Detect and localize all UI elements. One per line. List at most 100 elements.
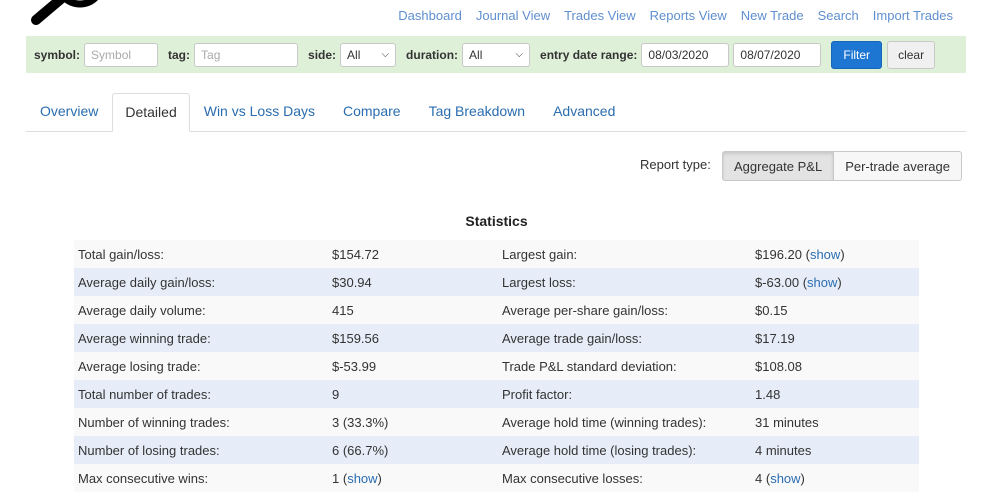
stat-value-text: $-53.99 (332, 358, 377, 374)
side-select[interactable]: All ⌵ (340, 42, 397, 67)
stat-value-text: 31 minutes (755, 414, 819, 430)
stat-label: Profit factor: (498, 380, 751, 408)
stat-value: 4 (show) (755, 470, 805, 486)
date-to-input[interactable]: 08/07/2020 (733, 42, 822, 67)
stats-row: Average daily gain/loss: $30.94 Largest lo… (74, 268, 919, 296)
stat-label: Average daily gain/loss: (74, 268, 328, 296)
stat-label-text: Number of losing trades: (78, 442, 220, 458)
symbol-input[interactable]: Symbol (84, 42, 159, 67)
tab-overview[interactable]: Overview (40, 103, 99, 119)
side-select-value: All (347, 47, 361, 62)
stat-value-text: $159.56 (332, 330, 379, 346)
stat-value: $17.19 (751, 324, 919, 352)
stat-value-text: $196.20 (755, 246, 802, 262)
stat-value: $154.72 (328, 240, 498, 268)
stat-value: 1 (show) (332, 470, 382, 486)
stat-label: Average per-share gain/loss: (498, 296, 751, 324)
report-type-label: Report type: (640, 157, 711, 172)
clear-button[interactable]: clear (887, 40, 936, 69)
filter-bar: symbol: Symbol tag: Tag side: All ⌵ dura… (26, 36, 966, 73)
stat-value-text: $108.08 (755, 358, 802, 374)
stats-row: Average daily volume: 415 Average per-shar… (74, 296, 919, 324)
chevron-down-icon: ⌵ (515, 49, 524, 60)
stat-label: Largest loss: (498, 268, 751, 296)
stat-value-text: 415 (332, 302, 354, 318)
nav-new-trade[interactable]: New Trade (740, 8, 804, 23)
stat-value-text: $-63.00 (755, 274, 800, 290)
tag-input[interactable]: Tag (194, 42, 299, 67)
stat-value: $-53.99 (328, 352, 498, 380)
stat-value-text: 9 (332, 386, 340, 402)
nav-reports-view[interactable]: Reports View (649, 8, 727, 23)
aggregate-pnl-button[interactable]: Aggregate P&L (722, 151, 835, 181)
stat-label-text: Average daily gain/loss: (78, 274, 216, 290)
nav-trades-view[interactable]: Trades View (564, 8, 636, 23)
stat-label: Average trade gain/loss: (498, 324, 751, 352)
nav-search[interactable]: Search (817, 8, 859, 23)
stat-label: Largest gain: (498, 240, 751, 268)
stat-value: $0.15 (751, 296, 919, 324)
statistics-table: Total gain/loss: $154.72 Largest gain: $196… (74, 240, 919, 492)
stat-label: Trade P&L standard deviation: (498, 352, 751, 380)
stat-value: 415 (328, 296, 498, 324)
stat-value-text: 6 (66.7%) (332, 442, 389, 458)
stat-label-text: Average losing trade: (78, 358, 201, 374)
stat-value: 4 minutes (751, 436, 919, 464)
stat-label: Number of winning trades: (74, 408, 328, 436)
show-link[interactable]: show (347, 470, 378, 486)
nav-dashboard[interactable]: Dashboard (398, 8, 462, 23)
show-link[interactable]: show (807, 274, 838, 290)
stat-value-text: 4 (755, 470, 763, 486)
stat-label: Max consecutive losses: (498, 464, 751, 492)
stat-label-text: Max consecutive wins: (78, 470, 209, 486)
top-nav: Dashboard Journal View Trades View Repor… (398, 8, 953, 23)
stat-label-text: Average per-share gain/loss: (502, 302, 668, 318)
stat-value-text: 1.48 (755, 386, 781, 402)
stat-label-text: Total number of trades: (78, 386, 211, 402)
stat-label: Average losing trade: (74, 352, 328, 380)
filter-button[interactable]: Filter (831, 40, 883, 69)
magnifier-logo-icon (22, 0, 112, 28)
stats-row: Average winning trade: $159.56 Average tra… (74, 324, 919, 352)
stat-value: 3 (33.3%) (328, 408, 498, 436)
tab-tag-breakdown[interactable]: Tag Breakdown (428, 103, 526, 119)
stat-label: Max consecutive wins: (74, 464, 328, 492)
show-link[interactable]: show (809, 246, 841, 262)
stat-label: Average daily volume: (74, 296, 328, 324)
stat-label-text: Largest loss: (502, 274, 576, 290)
stat-label-text: Max consecutive losses: (502, 470, 643, 486)
side-label: side: (308, 47, 337, 62)
stat-value-text: 4 minutes (755, 442, 812, 458)
nav-import-trades[interactable]: Import Trades (872, 8, 953, 23)
date-range-label: entry date range: (540, 47, 638, 62)
stat-value: $196.20 (show) (755, 246, 845, 262)
stat-label-text: Profit factor: (502, 386, 573, 402)
tab-compare[interactable]: Compare (342, 103, 401, 119)
stat-label: Total number of trades: (74, 380, 328, 408)
nav-journal-view[interactable]: Journal View (475, 8, 551, 23)
tab-advanced[interactable]: Advanced (553, 103, 616, 119)
stat-label-text: Average trade gain/loss: (502, 330, 642, 346)
stats-row: Number of losing trades: 6 (66.7%) Average… (74, 436, 919, 464)
stat-value: $108.08 (751, 352, 919, 380)
stats-row: Number of winning trades: 3 (33.3%) Averag… (74, 408, 919, 436)
duration-select-value: All (469, 47, 483, 62)
stats-row: Average losing trade: $-53.99 Trade P&L st… (74, 352, 919, 380)
report-tabs: Overview Detailed Win vs Loss Days Compa… (26, 93, 966, 132)
stat-value-text: $154.72 (332, 246, 379, 262)
date-from-input[interactable]: 08/03/2020 (641, 42, 730, 67)
duration-label: duration: (406, 47, 459, 62)
duration-select[interactable]: All ⌵ (462, 42, 531, 67)
stat-label: Total gain/loss: (74, 240, 328, 268)
stat-label-text: Average winning trade: (78, 330, 211, 346)
stat-label-text: Average daily volume: (78, 302, 206, 318)
chevron-down-icon: ⌵ (381, 49, 390, 60)
stat-value: 9 (328, 380, 498, 408)
tab-win-vs-loss-days[interactable]: Win vs Loss Days (203, 103, 315, 119)
show-link[interactable]: show (770, 470, 801, 486)
tab-detailed[interactable]: Detailed (112, 93, 190, 132)
stat-value: 1.48 (751, 380, 919, 408)
stat-value: $30.94 (328, 268, 498, 296)
per-trade-average-button[interactable]: Per-trade average (834, 151, 962, 181)
stat-value: $159.56 (328, 324, 498, 352)
